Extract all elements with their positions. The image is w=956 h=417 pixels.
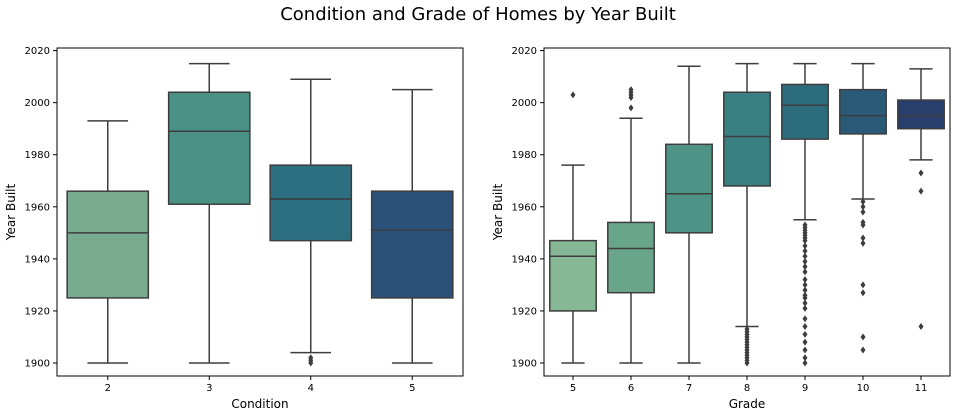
box-grade-9 — [781, 62, 829, 367]
outlier-point — [802, 338, 808, 346]
iqr-box — [781, 83, 829, 140]
outlier-point — [802, 315, 808, 323]
outlier-point — [802, 359, 808, 367]
outlier-point — [918, 187, 924, 195]
outlier-point — [860, 289, 866, 297]
iqr-box — [66, 190, 150, 299]
y-tick-label: 1920 — [25, 306, 50, 317]
outlier-point — [802, 286, 808, 294]
outlier-point — [802, 247, 808, 255]
y-tick-label: 1920 — [512, 306, 537, 317]
box-grade-7 — [665, 65, 713, 364]
outlier-point — [628, 86, 634, 94]
outlier-point — [860, 346, 866, 354]
y-tick-label: 2000 — [25, 98, 50, 109]
box-condition-4 — [269, 78, 353, 367]
iqr-box — [167, 91, 251, 205]
x-tick-label: 11 — [915, 383, 928, 394]
outlier-point — [802, 276, 808, 284]
x-tick-label: 7 — [686, 383, 692, 394]
outlier-point — [744, 325, 750, 333]
iqr-box — [607, 221, 655, 294]
outlier-point — [860, 218, 866, 226]
plot-frame — [56, 47, 464, 377]
chart-panel-2: 1900 1920 1940 1960 1980 2000 2020 5 6 7 8 9 10 11 Gra… — [491, 46, 951, 411]
outlier-point — [802, 242, 808, 250]
x-tick-label: 5 — [409, 383, 415, 394]
iqr-box — [269, 164, 353, 242]
figure-title: Condition and Grade of Homes by Year Bui… — [280, 4, 676, 25]
y-tick-label: 1940 — [25, 254, 50, 265]
y-axis-label: Year Built — [4, 183, 18, 241]
outlier-point — [860, 203, 866, 211]
x-tick-label: 2 — [105, 383, 111, 394]
y-tick-label: 1900 — [25, 358, 50, 369]
y-tick-label: 1960 — [25, 202, 50, 213]
iqr-box — [723, 91, 771, 187]
plot-frame — [543, 47, 951, 377]
outlier-point — [308, 354, 314, 362]
outlier-point — [860, 333, 866, 341]
outlier-point — [802, 330, 808, 338]
x-tick-label: 6 — [628, 383, 634, 394]
outlier-point — [860, 239, 866, 247]
outlier-point — [802, 252, 808, 260]
x-tick-label: 10 — [857, 383, 870, 394]
outlier-point — [802, 354, 808, 362]
box-condition-5 — [370, 88, 454, 364]
outlier-point — [802, 281, 808, 289]
y-tick-label: 1940 — [512, 254, 537, 265]
outlier-point — [802, 346, 808, 354]
box-grade-6 — [607, 86, 655, 364]
outlier-point — [802, 257, 808, 265]
outlier-point — [860, 234, 866, 242]
y-tick-label: 2020 — [512, 46, 537, 57]
iqr-box — [370, 190, 454, 299]
y-tick-label: 2000 — [512, 98, 537, 109]
iqr-box — [839, 88, 887, 135]
iqr-box — [897, 99, 945, 130]
y-tick-label: 1980 — [25, 150, 50, 161]
outlier-point — [802, 299, 808, 307]
x-axis-label: Condition — [231, 397, 288, 411]
iqr-box — [549, 239, 597, 312]
box-grade-10 — [839, 62, 887, 354]
outlier-point — [860, 198, 866, 206]
x-tick-label: 5 — [570, 383, 576, 394]
y-tick-label: 2020 — [25, 46, 50, 57]
x-tick-label: 9 — [802, 383, 808, 394]
outlier-point — [802, 268, 808, 276]
outlier-point — [570, 91, 576, 99]
box-condition-2 — [66, 120, 150, 364]
outlier-point — [802, 304, 808, 312]
x-tick-label: 8 — [744, 383, 750, 394]
outlier-point — [802, 221, 808, 229]
outlier-point — [802, 291, 808, 299]
outlier-point — [918, 169, 924, 177]
y-tick-label: 1960 — [512, 202, 537, 213]
outlier-point — [628, 104, 634, 112]
y-tick-label: 1900 — [512, 358, 537, 369]
outlier-point — [860, 208, 866, 216]
box-grade-8 — [723, 62, 771, 367]
box-condition-3 — [167, 62, 251, 364]
outlier-point — [860, 281, 866, 289]
outlier-point — [802, 263, 808, 271]
box-grade-5 — [549, 91, 597, 364]
chart-panel-1: 1900 1920 1940 1960 1980 2000 2020 2 3 4 5 Conditio… — [4, 46, 464, 411]
x-axis-label: Grade — [729, 397, 766, 411]
x-tick-label: 3 — [206, 383, 212, 394]
outlier-point — [802, 323, 808, 331]
y-axis-label: Year Built — [491, 183, 505, 241]
x-tick-label: 4 — [308, 383, 314, 394]
outlier-point — [918, 323, 924, 331]
y-tick-label: 1980 — [512, 150, 537, 161]
iqr-box — [665, 143, 713, 234]
box-grade-11 — [897, 68, 945, 331]
